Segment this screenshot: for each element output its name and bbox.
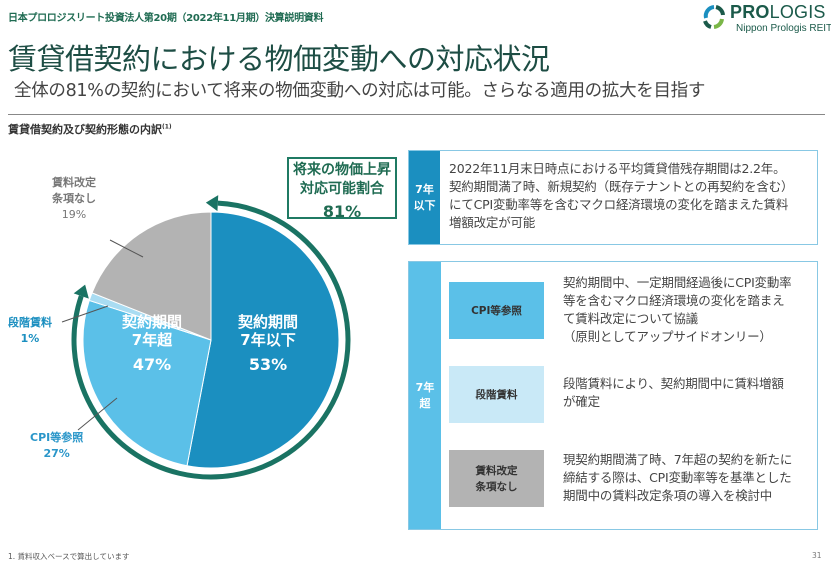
pie-slice-1 — [82, 299, 212, 467]
tab-under-7-years: 7年 以下 — [409, 151, 440, 244]
arrowhead-top-icon — [205, 195, 219, 212]
label-under-7-years: 契約期間 7年以下 53% — [238, 313, 299, 374]
page-number: 31 — [812, 551, 822, 560]
row-desc-cpi: 契約期間中、一定期間経過後にCPI変動率 等を含むマクロ経済環境の変化を踏まえ … — [563, 275, 792, 344]
leader-line-cpi — [77, 397, 118, 431]
logo-wordmark: PROLOGIS — [730, 2, 826, 22]
logo-mark-icon — [703, 5, 725, 29]
arrowhead-left-icon — [73, 284, 89, 299]
label-cpi: CPI等参照 27% — [30, 431, 84, 460]
page-subtitle: 全体の81%の契約において将来の物価変動への対応は可能。さらなる適用の拡大を目指… — [14, 81, 706, 101]
coverage-arc — [71, 200, 351, 480]
row-desc-step-rent: 段階賃料により、契約期間中に賃料増額 が確定 — [563, 376, 784, 409]
under-7-years-description: 2022年11月末日時点における平均賃貸借残存期間は2.2年。 契約期間満了時、… — [449, 161, 794, 230]
tab-over-7-years: 7年超 — [409, 262, 441, 529]
pie-chart — [61, 195, 351, 480]
row-desc-no-revision: 現契約期間満了時、7年超の契約を新たに 締結する際は、CPI変動率等を基準とした… — [563, 452, 793, 503]
row-label-no-revision: 賃料改定 条項なし — [449, 450, 544, 507]
document-header: 日本プロロジスリート投資法人第20期（2022年11月期）決算説明資料 — [8, 13, 324, 24]
label-step-rent: 段階賃料 1% — [8, 316, 52, 345]
prologis-logo: PROLOGIS Nippon Prologis REIT — [700, 2, 831, 36]
row-label-step-rent: 段階賃料 — [449, 366, 544, 423]
pie-slice-0 — [186, 211, 340, 469]
row-label-cpi: CPI等参照 — [449, 282, 544, 339]
page-title: 賃貸借契約における物価変動への対応状況 — [8, 42, 550, 76]
section-heading: 賃貸借契約及び契約形態の内訳(1) — [8, 123, 172, 136]
callout-inflation-ratio: 将来の物価上昇 対応可能割合 81% — [287, 157, 397, 221]
logo-subtitle: Nippon Prologis REIT — [736, 23, 831, 34]
pie-slice-3 — [91, 211, 212, 341]
leader-line-no-revision — [109, 239, 144, 258]
footnote: 1. 賃料収入ベースで算出しています — [8, 552, 130, 561]
label-over-7-years: 契約期間 7年超 47% — [122, 313, 183, 374]
divider — [8, 114, 825, 115]
under-7-years-box: 7年 以下 2022年11月末日時点における平均賃貸借残存期間は2.2年。 契約期… — [408, 150, 818, 245]
leader-line-step-rent — [61, 305, 109, 323]
footnote-ref: (1) — [162, 123, 172, 131]
over-7-years-box: 7年超 CPI等参照 契約期間中、一定期間経過後にCPI変動率 等を含むマクロ経… — [408, 261, 818, 530]
label-no-revision: 賃料改定 条項なし 19% — [52, 176, 96, 221]
